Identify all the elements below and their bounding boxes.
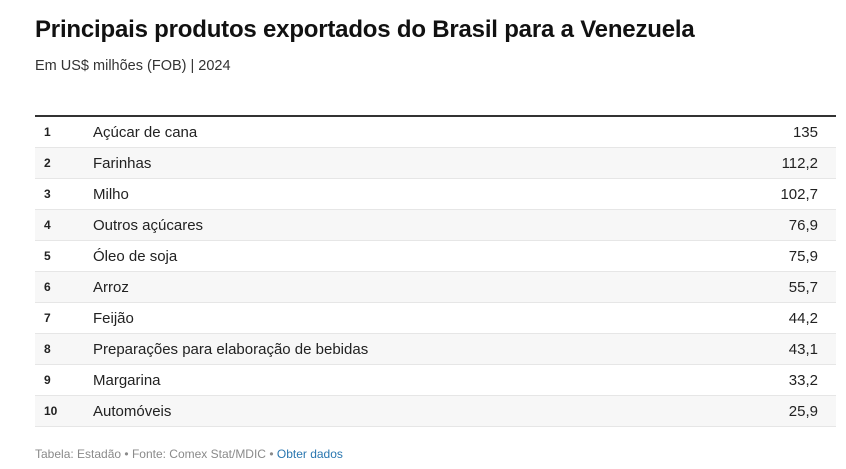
row-rank: 9 xyxy=(44,373,51,387)
footer-source: Fonte: Comex Stat/MDIC xyxy=(131,447,266,461)
row-product: Outros açúcares xyxy=(93,216,204,234)
table-row: 4 Outros açúcares 76,9 xyxy=(35,210,836,241)
row-rank: 10 xyxy=(44,404,58,418)
row-rank: 7 xyxy=(44,311,51,325)
row-rank: 5 xyxy=(44,249,51,263)
footer-separator: • xyxy=(121,447,132,461)
get-data-link[interactable]: Obter dados xyxy=(276,447,343,461)
table-row: 3 Milho 102,7 xyxy=(35,179,836,210)
row-product: Margarina xyxy=(93,371,161,389)
table-row: 5 Óleo de soja 75,9 xyxy=(35,241,836,272)
chart-subtitle: Em US$ milhões (FOB) | 2024 xyxy=(35,58,231,74)
row-value: 33,2 xyxy=(788,371,818,389)
row-rank: 8 xyxy=(44,342,51,356)
row-product: Milho xyxy=(93,185,129,203)
table-row: 8 Preparações para elaboração de bebidas 4… xyxy=(35,334,836,365)
table-row: 1 Açúcar de cana 135 xyxy=(35,117,836,148)
table-row: 6 Arroz 55,7 xyxy=(35,272,836,303)
row-rank: 6 xyxy=(44,280,51,294)
row-rank: 1 xyxy=(44,125,51,139)
table-row: 9 Margarina 33,2 xyxy=(35,365,836,396)
row-value: 25,9 xyxy=(788,402,818,420)
data-table: 1 Açúcar de cana 135 2 Farinhas 112,2 3 Milho 10… xyxy=(35,115,836,427)
row-value: 44,2 xyxy=(788,309,818,327)
row-value: 102,7 xyxy=(780,185,818,203)
row-value: 43,1 xyxy=(788,340,818,358)
footer-credit: Tabela: Estadão xyxy=(35,447,122,461)
table-row: 7 Feijão 44,2 xyxy=(35,303,836,334)
row-rank: 4 xyxy=(44,218,51,232)
row-product: Arroz xyxy=(93,278,129,296)
row-value: 76,9 xyxy=(788,216,818,234)
footer-separator-2: • xyxy=(265,447,277,461)
table-row: 2 Farinhas 112,2 xyxy=(35,148,836,179)
row-value: 135 xyxy=(792,123,818,141)
row-product: Açúcar de cana xyxy=(93,123,198,141)
chart-title: Principais produtos exportados do Brasil… xyxy=(35,16,695,43)
row-product: Óleo de soja xyxy=(93,247,178,265)
table-row: 10 Automóveis 25,9 xyxy=(35,396,836,427)
row-product: Farinhas xyxy=(93,154,152,172)
row-value: 75,9 xyxy=(788,247,818,265)
row-product: Preparações para elaboração de bebidas xyxy=(93,340,369,358)
footer: Tabela: Estadão • Fonte: Comex Stat/MDIC… xyxy=(35,447,343,461)
row-product: Feijão xyxy=(93,309,134,327)
row-rank: 2 xyxy=(44,156,51,170)
row-product: Automóveis xyxy=(93,402,172,420)
row-rank: 3 xyxy=(44,187,51,201)
row-value: 55,7 xyxy=(788,278,818,296)
row-value: 112,2 xyxy=(781,154,818,172)
